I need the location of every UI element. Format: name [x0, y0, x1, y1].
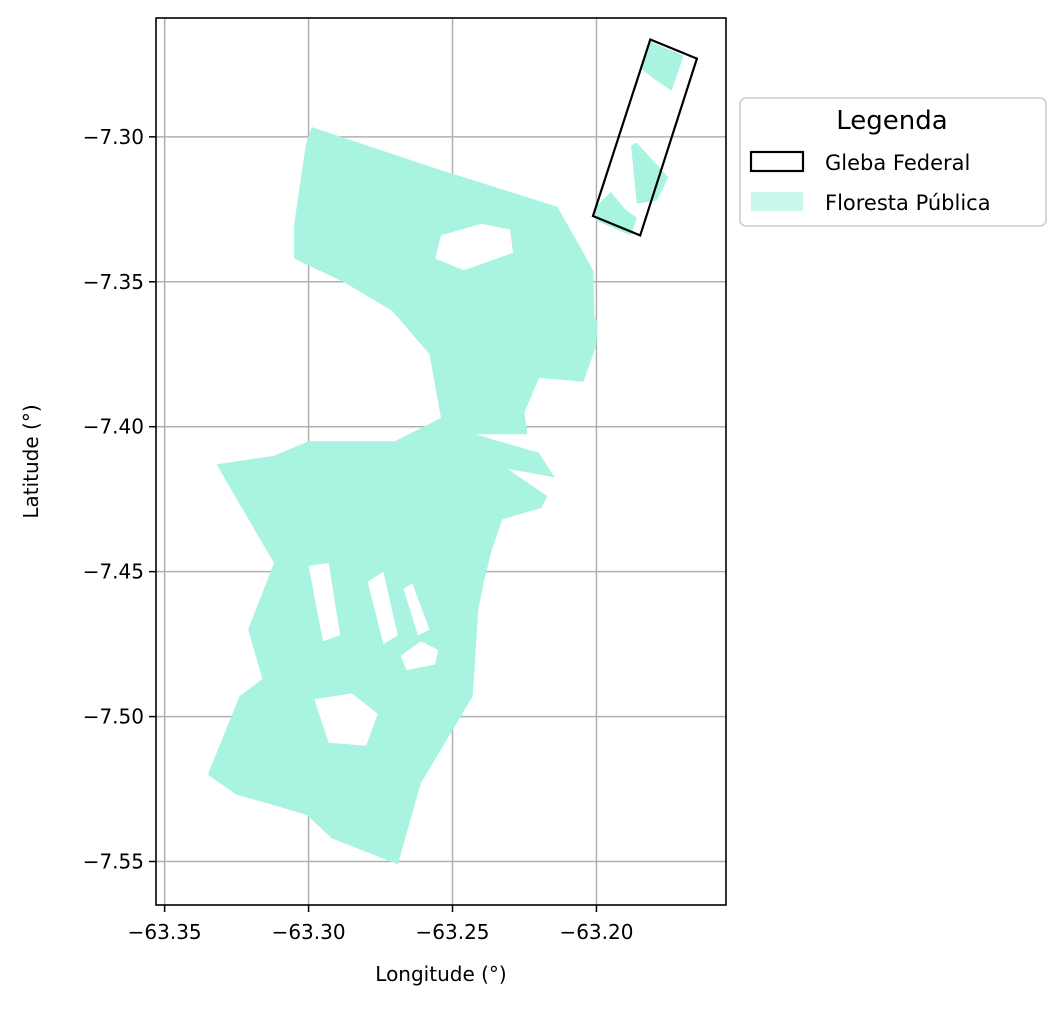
y-tick-label: −7.50 — [83, 705, 144, 729]
gleba-federal-polygon[interactable] — [591, 38, 699, 237]
legend-label-floresta-publica: Floresta Pública — [825, 191, 991, 215]
floresta-publica-layer[interactable] — [207, 41, 684, 865]
floresta-publica-polygon[interactable] — [207, 127, 598, 865]
floresta-publica-polygon[interactable] — [593, 191, 637, 236]
legend-label-gleba-federal: Gleba Federal — [825, 151, 970, 175]
x-axis-label: Longitude (°) — [375, 962, 506, 986]
legend-box — [739, 97, 1047, 227]
floresta-publica-gap — [367, 571, 398, 645]
x-tick-label: −63.25 — [416, 920, 490, 944]
legend-title: Legenda — [836, 106, 947, 136]
y-tick-label: −7.30 — [83, 125, 144, 149]
floresta-publica-polygon[interactable] — [631, 142, 669, 204]
legend: Legenda Gleba Federal Floresta Pública — [739, 97, 1047, 227]
gleba-federal-layer[interactable] — [591, 38, 699, 237]
floresta-publica-polygon[interactable] — [639, 41, 684, 91]
plot-frame — [155, 17, 727, 906]
x-tick-label: −63.30 — [272, 920, 346, 944]
x-tick-label: −63.35 — [128, 920, 202, 944]
legend-swatch-gleba-federal — [749, 150, 805, 173]
y-axis-ticks: −7.30 −7.35 −7.40 −7.45 −7.50 −7.55 — [83, 125, 156, 874]
y-axis-label: Latitude (°) — [19, 404, 43, 518]
x-tick-label: −63.20 — [559, 920, 633, 944]
y-tick-label: −7.55 — [83, 850, 144, 874]
y-tick-label: −7.45 — [83, 560, 144, 584]
floresta-publica-gap — [435, 223, 513, 271]
x-axis-ticks: −63.35 −63.30 −63.25 −63.20 — [128, 905, 633, 944]
y-tick-label: −7.35 — [83, 270, 144, 294]
floresta-publica-gap — [308, 563, 341, 642]
y-tick-label: −7.40 — [83, 415, 144, 439]
floresta-publica-gap — [403, 583, 430, 636]
floresta-publica-gap — [314, 693, 378, 746]
legend-swatch-floresta-publica — [751, 192, 803, 211]
floresta-publica-gap — [400, 641, 439, 671]
